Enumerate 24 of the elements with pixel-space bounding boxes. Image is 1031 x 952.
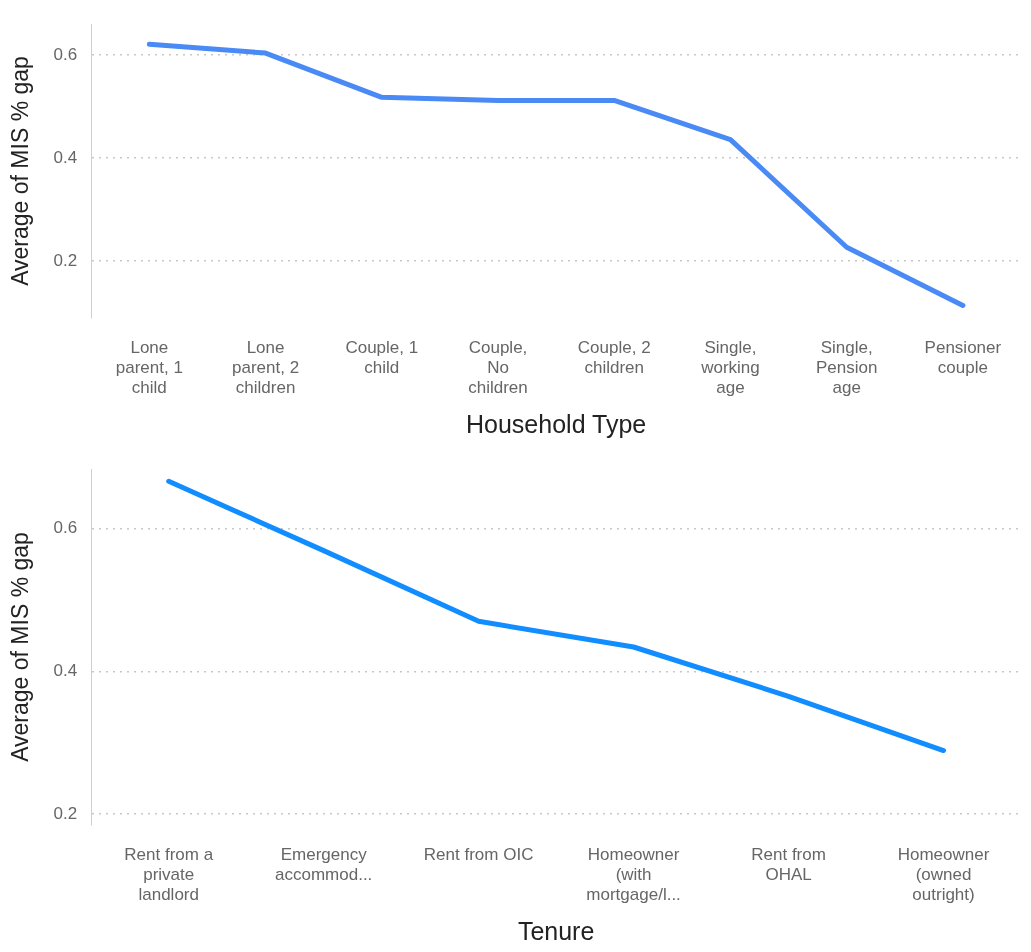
x-tick-label: Couple, 1 child [345, 337, 419, 378]
y-tick-label: 0.6 [53, 44, 78, 64]
x-tick-label: Lone parent, 1 child [115, 337, 183, 398]
x-tick-label: Couple, No children [468, 337, 528, 398]
x-axis-title: Tenure [517, 916, 595, 945]
y-tick-label: 0.4 [53, 147, 78, 167]
y-tick-label: 0.2 [53, 250, 78, 270]
x-tick-label: Single, Pension age [815, 337, 878, 398]
x-tick-label: Homeowner (with mortgage/l... [586, 844, 681, 905]
x-tick-label: Rent from OIC [423, 844, 534, 864]
y-tick-label: 0.6 [53, 518, 78, 538]
x-tick-label: Pensioner couple [924, 337, 1002, 378]
y-axis-title: Average of MIS % gap [7, 56, 34, 286]
x-tick-label: Couple, 2 children [577, 337, 651, 378]
x-tick-label: Lone parent, 2 children [232, 337, 300, 398]
y-tick-label: 0.4 [53, 660, 78, 680]
x-tick-label: Single, working age [700, 337, 760, 398]
x-axis-title: Household Type [466, 409, 647, 438]
y-tick-label: 0.2 [53, 803, 78, 823]
x-tick-label: Homeowner (owned outright) [897, 844, 990, 905]
x-tick-label: Emergency accommod... [275, 844, 373, 885]
x-tick-label: Rent from OHAL [751, 844, 826, 885]
y-axis-title: Average of MIS % gap [7, 532, 34, 762]
x-tick-label: Rent from a private landlord [124, 844, 214, 905]
